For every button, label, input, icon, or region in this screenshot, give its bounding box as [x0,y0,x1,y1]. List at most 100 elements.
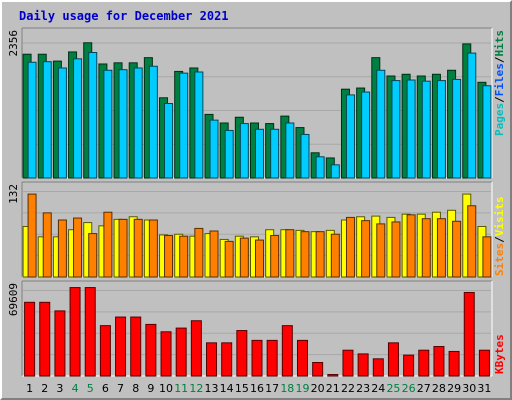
bar-sites-day-3 [57,219,67,278]
bar-files-day-24 [376,69,386,179]
bar-kbytes-day-15 [236,330,248,377]
x-tick-day-1: 1 [26,382,33,395]
x-tick-day-21: 21 [326,382,340,395]
bar-files-day-7 [118,69,128,179]
bar-sites-day-15 [239,237,249,278]
bar-files-day-15 [239,123,249,179]
x-tick-day-14: 14 [220,382,234,395]
bar-sites-day-29 [452,220,462,278]
x-tick-day-25: 25 [386,382,400,395]
ymax-label-kbytes: 69609 [7,283,20,316]
bar-sites-day-8 [133,218,143,278]
bar-kbytes-day-8 [130,316,142,377]
bar-kbytes-day-19 [296,339,308,377]
legend-hits-files-part-2: Files [493,63,506,96]
bar-kbytes-day-29 [448,350,460,377]
bar-sites-day-13 [209,230,219,278]
chart-title: Daily usage for December 2021 [19,9,229,23]
bar-kbytes-day-6 [99,325,111,377]
bar-kbytes-day-22 [342,349,354,377]
bar-files-day-9 [148,65,158,179]
x-tick-day-19: 19 [295,382,309,395]
bar-sites-day-20 [315,231,325,278]
bar-files-day-27 [421,80,431,179]
bar-files-day-4 [73,58,83,179]
x-tick-day-27: 27 [417,382,431,395]
bar-files-day-3 [57,67,67,179]
bar-kbytes-day-14 [221,342,233,377]
bar-files-day-22 [345,94,355,179]
bar-sites-day-27 [421,218,431,278]
bar-files-day-2 [42,61,52,179]
bar-sites-day-22 [345,216,355,278]
bar-sites-day-25 [391,221,401,278]
bar-sites-day-11 [179,235,189,278]
bar-sites-day-12 [194,227,204,278]
bar-files-day-23 [361,91,371,179]
x-tick-day-23: 23 [356,382,370,395]
bar-sites-day-7 [118,218,128,278]
x-tick-day-13: 13 [205,382,219,395]
bar-sites-day-28 [436,218,446,278]
legend-hits-files-part-1: / [493,96,506,103]
bar-files-day-21 [330,164,340,179]
bar-files-day-10 [164,103,174,179]
bar-sites-day-23 [361,220,371,278]
x-tick-day-2: 2 [41,382,48,395]
x-tick-day-3: 3 [56,382,63,395]
x-tick-day-29: 29 [447,382,461,395]
bar-files-day-17 [270,128,280,179]
x-tick-day-26: 26 [402,382,416,395]
bar-files-day-11 [179,72,189,179]
bar-sites-day-6 [103,211,113,278]
bar-sites-day-24 [376,223,386,278]
bar-files-day-31 [482,85,492,179]
x-tick-day-18: 18 [280,382,294,395]
bar-sites-day-19 [300,231,310,278]
bar-files-day-28 [436,80,446,179]
bar-sites-day-4 [73,217,83,278]
bar-kbytes-day-31 [478,349,490,377]
bar-sites-day-5 [88,233,98,278]
x-tick-day-20: 20 [311,382,325,395]
x-tick-day-16: 16 [250,382,264,395]
x-tick-day-4: 4 [72,382,79,395]
bar-kbytes-day-2 [39,301,51,377]
x-tick-day-6: 6 [102,382,109,395]
bar-sites-day-9 [148,219,158,278]
bar-sites-day-16 [255,239,264,278]
legend-kbytes-part-0: KBytes [493,334,506,374]
bar-files-day-13 [209,119,219,179]
bar-files-day-12 [194,71,204,179]
bar-files-day-26 [406,79,416,179]
x-tick-day-11: 11 [174,382,188,395]
bar-files-day-18 [285,122,295,179]
x-tick-day-9: 9 [147,382,154,395]
x-tick-day-5: 5 [87,382,94,395]
bar-kbytes-day-23 [357,353,369,377]
legend-visits-sites-part-1: / [493,236,506,243]
bar-kbytes-day-30 [463,291,475,377]
x-tick-day-31: 31 [477,382,491,395]
bar-kbytes-day-3 [54,310,66,377]
bar-kbytes-day-18 [281,325,293,377]
bar-files-day-14 [224,129,234,179]
x-tick-day-30: 30 [462,382,476,395]
bar-sites-day-30 [467,205,477,278]
bar-kbytes-day-16 [251,339,263,377]
bar-kbytes-day-25 [387,342,399,377]
bar-kbytes-day-5 [84,287,96,377]
bar-files-day-29 [452,78,462,179]
bar-sites-day-18 [285,229,295,278]
bar-kbytes-day-28 [433,346,445,377]
legend-hits-files-part-0: Pages [493,103,506,136]
bar-kbytes-day-9 [145,323,157,377]
ymax-label-visits_sites: 132 [7,184,20,204]
bar-kbytes-day-27 [418,349,430,377]
legend-hits-files-part-3: / [493,56,506,63]
x-tick-day-24: 24 [371,382,385,395]
bar-kbytes-day-24 [372,358,384,377]
bar-kbytes-day-11 [175,327,187,377]
x-tick-day-12: 12 [189,382,203,395]
